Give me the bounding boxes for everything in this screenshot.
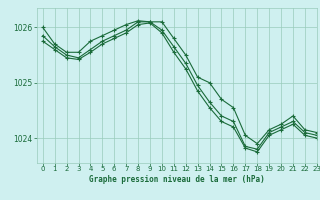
X-axis label: Graphe pression niveau de la mer (hPa): Graphe pression niveau de la mer (hPa)	[89, 175, 265, 184]
